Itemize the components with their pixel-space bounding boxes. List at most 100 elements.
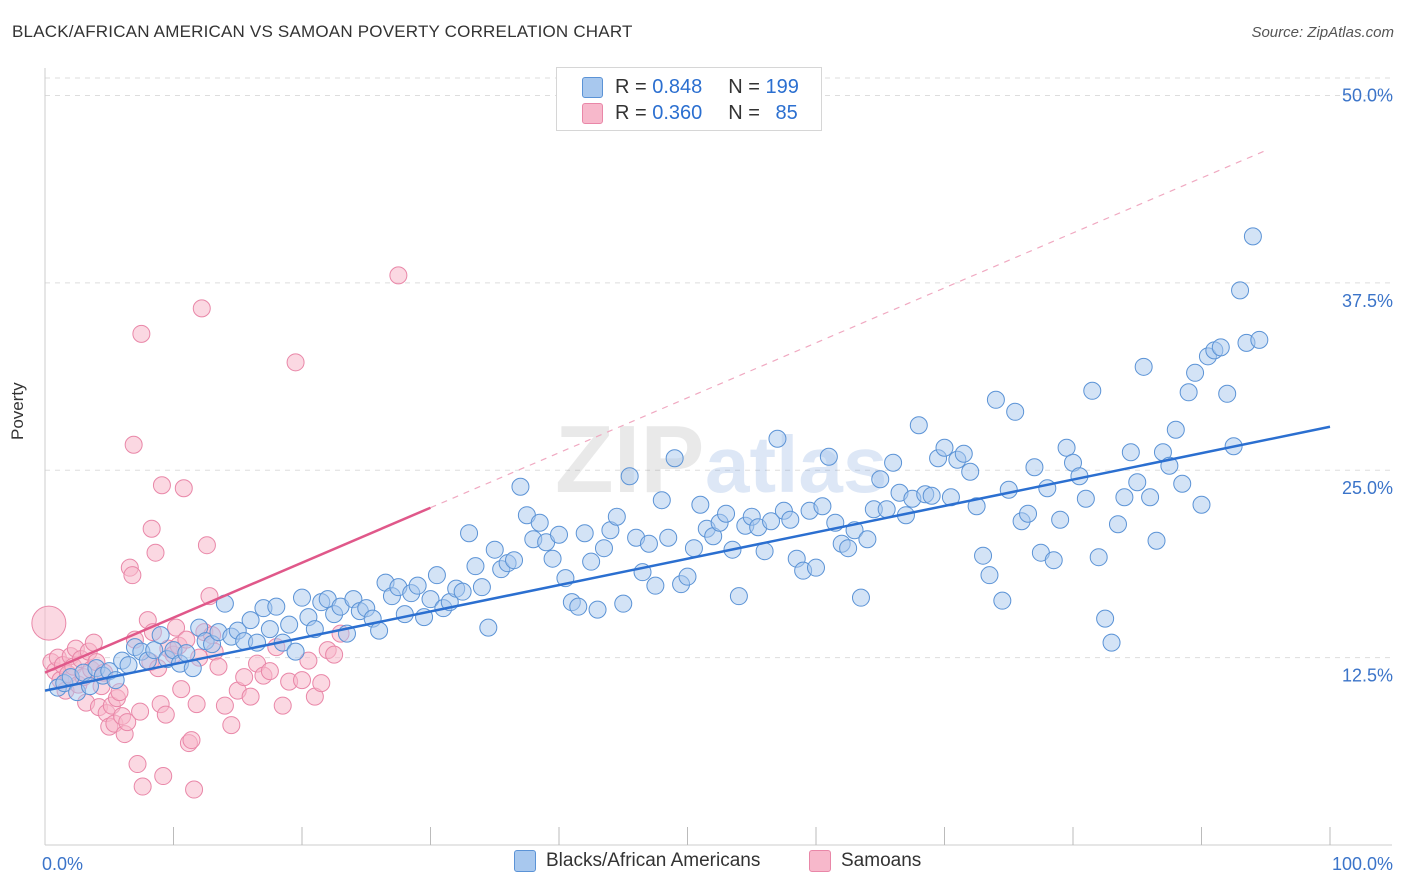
blacks-point (652, 491, 671, 510)
tick-labels: 12.5% 25.0% 37.5% 50.0% 0.0% 100.0% (42, 85, 1393, 874)
legend-r-value: 0.848 (652, 76, 703, 98)
blacks-point (177, 644, 196, 663)
y-tick-label: 37.5% (1342, 291, 1393, 311)
blacks-point (370, 621, 389, 640)
blacks-point (1019, 504, 1038, 523)
blacks-point (453, 582, 472, 601)
blacks-point (1231, 281, 1250, 300)
blacks-point (267, 597, 286, 616)
blacks-point (241, 611, 260, 630)
legend-n-value: 85 (775, 102, 798, 124)
legend-swatch-blacks (514, 850, 536, 872)
blacks-point (717, 504, 736, 523)
blacks-point (472, 578, 491, 597)
blacks-point (293, 588, 311, 607)
legend-stats: R = 0.848 N = 199 R = 0.360 N = 85 (556, 67, 822, 131)
legend-n-value: 199 (765, 76, 799, 98)
blacks-point (922, 486, 941, 505)
blacks-point (1186, 363, 1205, 382)
blacks-point (395, 605, 414, 624)
legend-swatch-samoans (582, 103, 603, 124)
samoans-point (118, 713, 137, 732)
blacks-point (1173, 474, 1192, 493)
blacks-point (974, 546, 993, 565)
blacks-point (607, 507, 626, 526)
blacks-point (1211, 338, 1230, 357)
blacks-point (151, 626, 170, 645)
samoans-points (31, 266, 408, 799)
samoans-point (152, 476, 171, 495)
samoans-point (222, 716, 241, 735)
blacks-point (1083, 381, 1102, 400)
blacks-point (807, 558, 825, 577)
samoans-point (154, 767, 173, 786)
samoans-point (273, 696, 292, 715)
blacks-point (999, 480, 1018, 499)
blacks-point (646, 576, 665, 595)
blacks-point (1038, 479, 1057, 498)
blacks-point (1006, 402, 1025, 421)
samoans-point (197, 536, 216, 555)
blacks-point (1108, 515, 1127, 534)
source-label: Source: ZipAtlas.com (1251, 24, 1394, 41)
y-tick-label: 50.0% (1342, 85, 1393, 105)
samoans-point (133, 777, 152, 796)
samoans-point (123, 566, 142, 585)
samoans-point (128, 755, 147, 774)
legend-n-label: N = (728, 76, 766, 98)
blacks-point (877, 500, 896, 519)
blacks-point (620, 467, 639, 486)
blacks-point (813, 497, 832, 516)
blacks-point (569, 597, 588, 616)
blacks-point (530, 513, 549, 532)
legend-label-samoans: Samoans (841, 850, 922, 871)
blacks-point (460, 524, 479, 543)
blacks-point (408, 576, 427, 595)
blacks-point (1057, 438, 1076, 457)
blacks-point (909, 416, 928, 435)
samoans-point (132, 324, 151, 343)
samoans-trend-line (44, 506, 431, 674)
blacks-point (935, 438, 954, 457)
blacks-point (286, 642, 305, 661)
blacks-point (511, 477, 530, 496)
samoans-point (325, 645, 344, 664)
legend-label-blacks: Blacks/African Americans (546, 850, 761, 871)
samoans-point (299, 651, 318, 670)
blacks-point (665, 449, 684, 468)
legend-item-samoans[interactable]: Samoans (809, 850, 921, 872)
x-tick-label: 0.0% (42, 854, 83, 874)
blacks-point (639, 534, 658, 553)
blacks-point (485, 540, 504, 559)
blacks-point (260, 620, 279, 639)
legend-swatch-samoans (809, 850, 831, 872)
blacks-point (678, 567, 697, 586)
chart-title: BLACK/AFRICAN AMERICAN VS SAMOAN POVERTY… (12, 22, 633, 41)
blacks-point (1166, 420, 1185, 439)
samoans-point (215, 696, 234, 715)
legend-row-blacks: R = 0.848 N = 199 (582, 76, 799, 99)
samoans-point (293, 671, 311, 690)
blacks-point (588, 600, 607, 619)
blacks-point (1115, 488, 1134, 507)
blacks-point (421, 590, 440, 609)
blacks-point (729, 587, 748, 606)
samoans-point (241, 687, 260, 706)
blacks-point (1096, 609, 1115, 628)
blacks-point (1089, 548, 1108, 567)
samoans-point (260, 662, 279, 681)
samoans-trend-extension (430, 149, 1266, 509)
samoans-point (235, 668, 254, 687)
blacks-point (1121, 443, 1140, 462)
legend-item-blacks[interactable]: Blacks/African Americans (514, 850, 760, 872)
samoans-point (167, 618, 186, 637)
blacks-point (967, 497, 986, 516)
blacks-point (280, 615, 299, 634)
samoans-point (286, 353, 305, 372)
legend-r-value: 0.360 (652, 102, 703, 124)
samoans-point (187, 695, 206, 714)
samoans-point (124, 435, 143, 454)
blacks-point (993, 591, 1012, 610)
blacks-point (659, 528, 678, 547)
samoans-point (389, 266, 408, 285)
